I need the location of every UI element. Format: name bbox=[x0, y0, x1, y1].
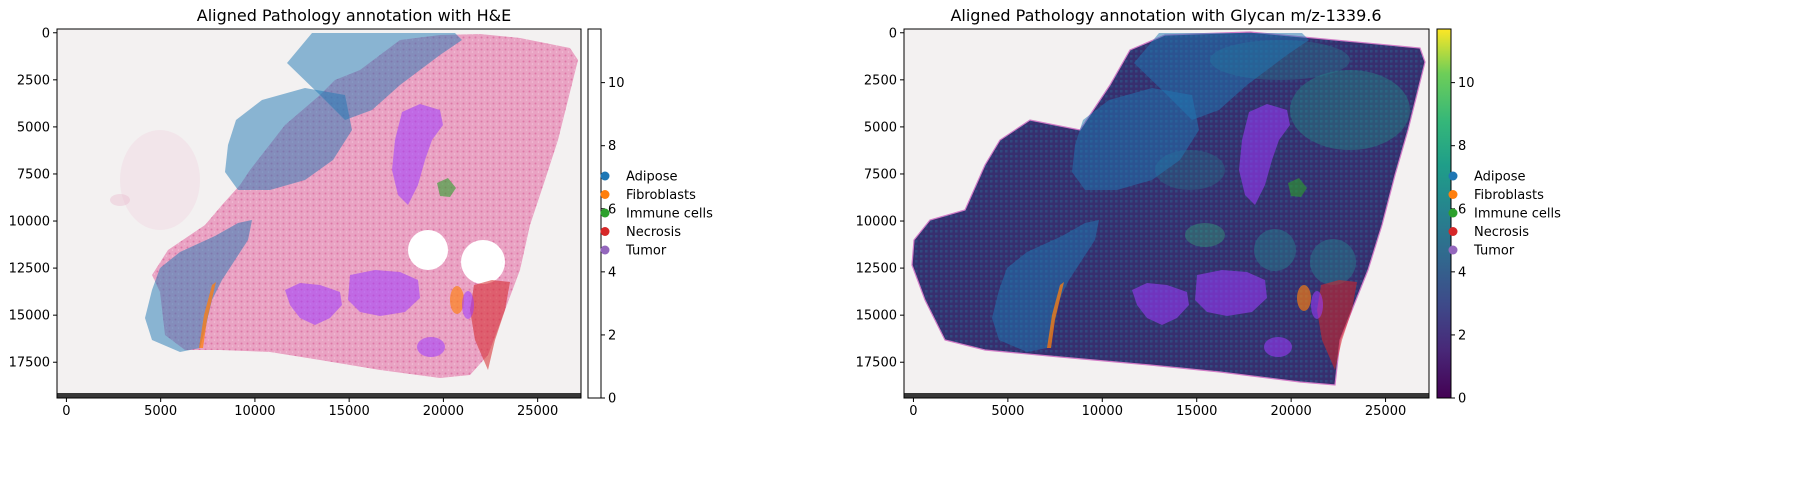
y-axis: 0 2500 5000 7500 10000 12500 15000 17500 bbox=[9, 26, 57, 371]
y-tick-label: 2500 bbox=[864, 73, 897, 88]
tumor-region bbox=[1264, 337, 1292, 357]
chart-title: Aligned Pathology annotation with H&E bbox=[197, 6, 511, 25]
y-tick-label: 5000 bbox=[864, 120, 897, 135]
x-tick-label: 25000 bbox=[1365, 404, 1406, 419]
y-tick-label: 15000 bbox=[856, 309, 897, 324]
legend-label: Tumor bbox=[625, 244, 667, 259]
immune-cells-region bbox=[1288, 178, 1307, 197]
tumor-region bbox=[1132, 283, 1189, 325]
legend-marker bbox=[600, 245, 610, 255]
legend-marker bbox=[1448, 245, 1458, 255]
tumor-region bbox=[1195, 270, 1267, 316]
y-tick-label: 10000 bbox=[856, 215, 897, 230]
necrosis-region bbox=[470, 280, 510, 370]
legend-label: Necrosis bbox=[626, 225, 681, 240]
chart-title: Aligned Pathology annotation with Glycan… bbox=[950, 6, 1381, 25]
y-tick-label: 2500 bbox=[17, 73, 50, 88]
legend-marker bbox=[600, 208, 610, 218]
colorbar-tick-label: 6 bbox=[1458, 202, 1466, 217]
legend-label: Adipose bbox=[1474, 170, 1526, 185]
x-axis: 0 5000 10000 15000 20000 25000 bbox=[62, 398, 558, 419]
x-tick-label: 10000 bbox=[1082, 404, 1123, 419]
tumor-region bbox=[1239, 104, 1290, 205]
legend-label: Fibroblasts bbox=[626, 188, 696, 203]
x-tick-label: 5000 bbox=[991, 404, 1024, 419]
y-tick-label: 17500 bbox=[9, 356, 50, 371]
tumor-region bbox=[285, 283, 342, 325]
fibroblasts-region bbox=[1047, 282, 1064, 348]
fibroblasts-region bbox=[450, 286, 464, 314]
x-tick-label: 20000 bbox=[1270, 404, 1311, 419]
legend-label: Adipose bbox=[626, 170, 678, 185]
x-tick-label: 15000 bbox=[328, 404, 369, 419]
tumor-region bbox=[462, 291, 474, 319]
x-tick-label: 15000 bbox=[1176, 404, 1217, 419]
y-tick-label: 7500 bbox=[864, 167, 897, 182]
adipose-region bbox=[992, 220, 1099, 352]
he-panel: Aligned Pathology annotation with H&E bbox=[9, 6, 713, 419]
y-tick-label: 12500 bbox=[9, 262, 50, 277]
necrosis-region bbox=[1317, 280, 1357, 370]
colorbar: 0 2 4 6 8 10 bbox=[1436, 28, 1475, 407]
legend-label: Immune cells bbox=[626, 207, 713, 222]
fibroblasts-region bbox=[199, 282, 216, 348]
legend-marker bbox=[600, 171, 610, 181]
glycan-panel: Aligned Pathology annotation with Glycan… bbox=[856, 6, 1561, 419]
x-tick-label: 5000 bbox=[144, 404, 177, 419]
y-tick-label: 0 bbox=[889, 26, 897, 41]
y-axis: 0 2500 5000 7500 10000 12500 15000 17500 bbox=[856, 26, 904, 371]
colorbar-tick-label: 10 bbox=[608, 76, 625, 91]
y-tick-label: 10000 bbox=[9, 215, 50, 230]
adipose-region bbox=[1072, 88, 1199, 190]
legend-label: Immune cells bbox=[1474, 207, 1561, 222]
y-tick-label: 12500 bbox=[856, 262, 897, 277]
legend-marker bbox=[1448, 227, 1458, 236]
colorbar-tick-label: 8 bbox=[608, 139, 616, 154]
legend-marker bbox=[1448, 208, 1458, 218]
legend-marker bbox=[1448, 190, 1458, 199]
colorbar-tick-label: 0 bbox=[608, 392, 616, 407]
x-tick-label: 25000 bbox=[517, 404, 558, 419]
colorbar-tick-label: 2 bbox=[1458, 328, 1466, 343]
legend: Adipose Fibroblasts Immune cells Necrosis Tu… bbox=[1448, 170, 1561, 259]
fibroblasts-region bbox=[1297, 285, 1311, 311]
legend-label: Fibroblasts bbox=[1474, 188, 1544, 203]
x-axis: 0 5000 10000 15000 20000 25000 bbox=[909, 398, 1406, 419]
colorbar-tick-label: 4 bbox=[608, 265, 616, 280]
plot-area bbox=[903, 28, 1430, 399]
x-tick-label: 0 bbox=[909, 404, 917, 419]
y-tick-label: 0 bbox=[42, 26, 50, 41]
tumor-region bbox=[348, 270, 420, 316]
y-tick-label: 15000 bbox=[9, 309, 50, 324]
x-tick-label: 10000 bbox=[234, 404, 275, 419]
immune-cells-region bbox=[437, 178, 456, 197]
colorbar-tick-label: 10 bbox=[1458, 76, 1475, 91]
y-tick-label: 5000 bbox=[17, 120, 50, 135]
y-tick-label: 17500 bbox=[856, 356, 897, 371]
legend-marker bbox=[600, 227, 610, 236]
tissue-section bbox=[152, 34, 578, 378]
colorbar-tick-label: 6 bbox=[608, 202, 616, 217]
legend: Adipose Fibroblasts Immune cells Necrosis Tu… bbox=[600, 170, 713, 259]
colorbar: 0 2 4 6 8 10 bbox=[587, 28, 625, 407]
legend-marker bbox=[600, 190, 610, 199]
colorbar-tick-label: 0 bbox=[1458, 392, 1466, 407]
adipose-region bbox=[225, 88, 352, 190]
tumor-region bbox=[417, 337, 445, 357]
tumor-region bbox=[392, 104, 443, 205]
adipose-region bbox=[145, 220, 252, 352]
x-tick-label: 20000 bbox=[423, 404, 464, 419]
colorbar-tick-label: 4 bbox=[1458, 265, 1466, 280]
plot-area bbox=[56, 28, 582, 399]
colorbar-tick-label: 2 bbox=[608, 328, 616, 343]
colorbar-tick-label: 8 bbox=[1458, 139, 1466, 154]
legend-label: Necrosis bbox=[1474, 225, 1529, 240]
legend-label: Tumor bbox=[1473, 244, 1515, 259]
y-tick-label: 7500 bbox=[17, 167, 50, 182]
tumor-region bbox=[1311, 291, 1323, 319]
legend-marker bbox=[1448, 171, 1458, 181]
x-tick-label: 0 bbox=[62, 404, 70, 419]
